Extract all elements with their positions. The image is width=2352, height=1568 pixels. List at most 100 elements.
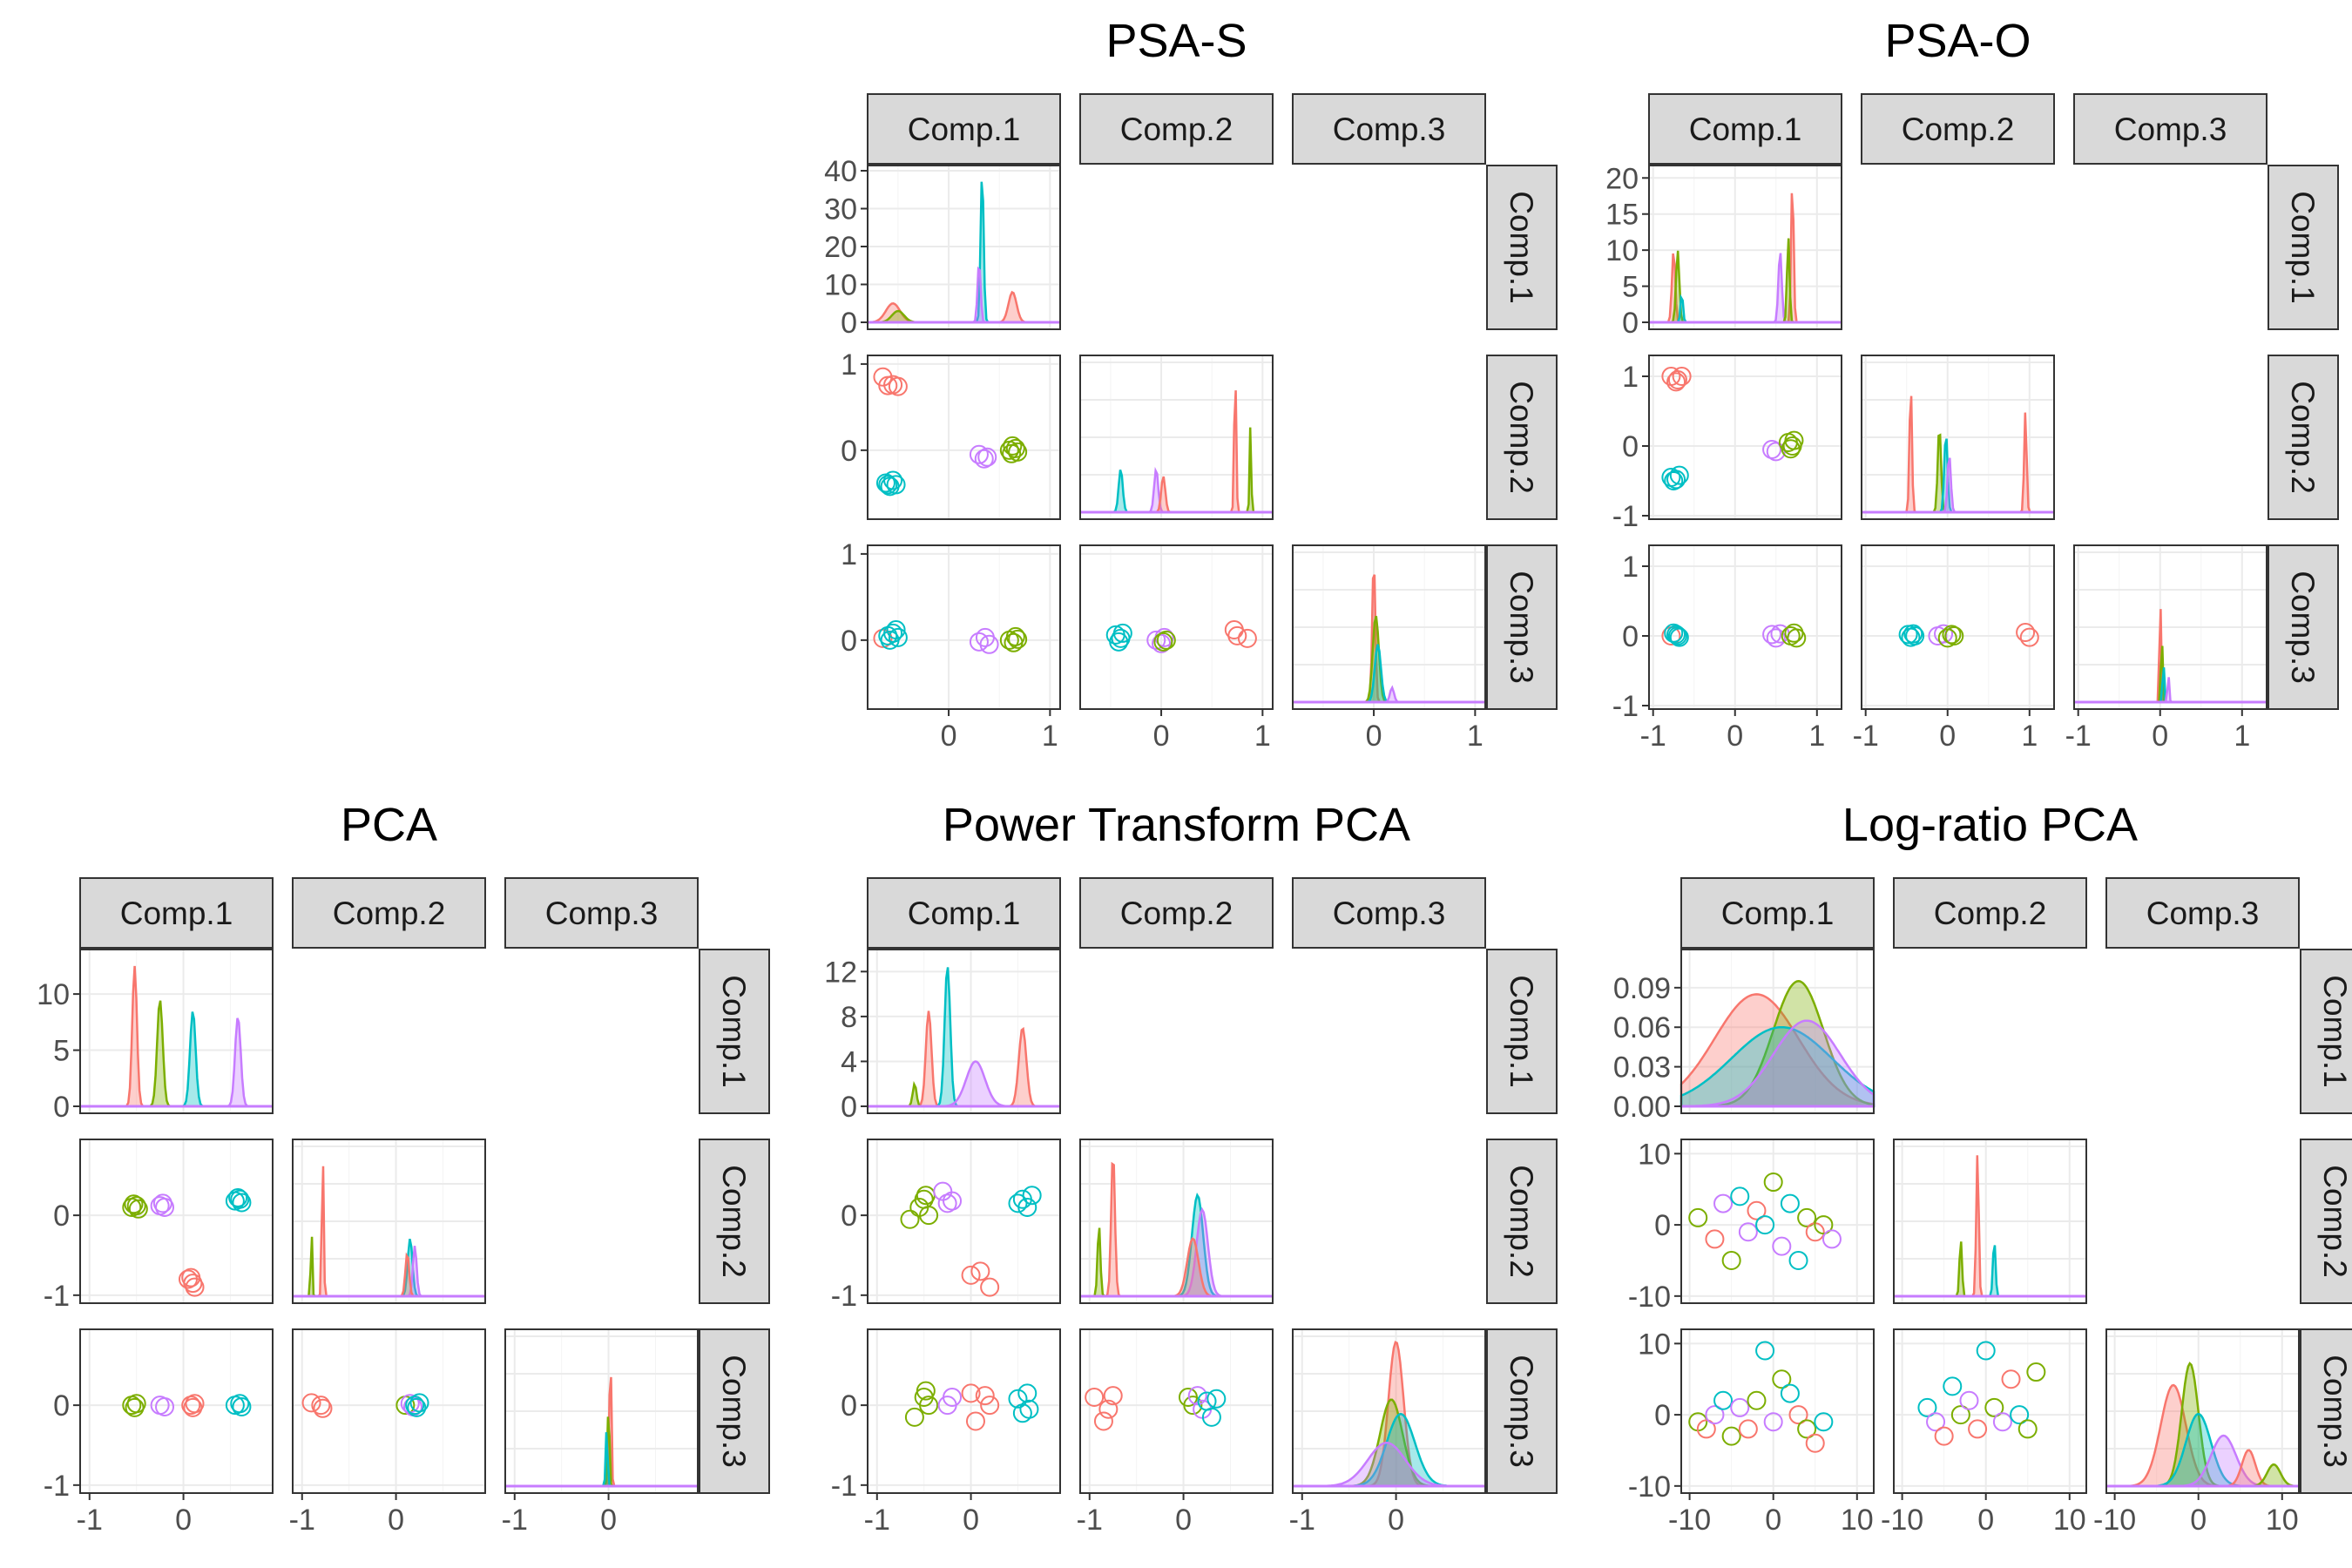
scatter-panel — [1079, 1328, 1274, 1494]
panel-background — [1894, 1329, 2086, 1493]
density-panel — [867, 165, 1061, 330]
panel-border — [2105, 1328, 2300, 1494]
density-curve — [1680, 1025, 1876, 1108]
x-tick-label: 0 — [600, 1504, 617, 1537]
x-tick-label: 0 — [1153, 720, 1170, 753]
scatter-point — [1206, 1389, 1227, 1409]
x-tick-label: -1 — [864, 1504, 890, 1537]
y-tick-label: 8 — [841, 1001, 857, 1034]
scatter-point — [1666, 372, 1686, 392]
scatter-point — [1667, 370, 1687, 389]
strip-col — [2073, 93, 2268, 165]
scatter-panel — [1648, 544, 1842, 710]
scatter-point — [230, 1189, 250, 1209]
scatter-point — [2001, 1369, 2021, 1389]
y-tick-label: -10 — [1628, 1470, 1671, 1504]
density-panel — [1648, 165, 1842, 330]
scatter-point — [1905, 626, 1925, 645]
scatter-point — [1943, 1376, 1963, 1396]
scatter-point — [961, 1265, 981, 1285]
strip-row-label: Comp.1 — [716, 975, 752, 1088]
scatter-point — [1959, 1390, 1979, 1410]
scatter-panel — [1893, 1328, 2087, 1494]
x-tick-label: 0 — [1727, 720, 1743, 753]
panel-background — [293, 1329, 485, 1493]
scatter-point — [1666, 470, 1686, 490]
strip-col-label: Comp.1 — [908, 896, 1021, 931]
scatter-point — [977, 447, 997, 467]
y-tick-label: 0 — [841, 1200, 857, 1233]
x-tick-label: 0 — [1977, 1504, 1994, 1537]
chart-title: Log-ratio PCA — [1842, 799, 2138, 851]
scatter-point — [1755, 1341, 1775, 1361]
strip-row-label: Comp.2 — [2317, 1165, 2352, 1278]
scatter-point — [1814, 1412, 1834, 1432]
strip-col-label: Comp.3 — [545, 896, 659, 931]
y-tick-label: -1 — [1612, 690, 1639, 723]
panel-border — [1292, 544, 1486, 710]
strip-row — [1486, 165, 1558, 330]
scatter-point — [128, 1199, 148, 1219]
scatter-point — [1950, 1405, 1970, 1425]
scatter-point — [1805, 1433, 1825, 1453]
scatter-point — [974, 449, 994, 469]
strip-row — [2268, 355, 2339, 520]
scatter-point — [1942, 625, 1962, 645]
scatter-point — [886, 619, 906, 639]
strip-row-label: Comp.3 — [1504, 571, 1539, 684]
scatter-point — [1005, 438, 1025, 458]
y-tick-label: 5 — [1622, 271, 1639, 304]
scatter-point — [919, 1396, 939, 1416]
scatter-point — [228, 1187, 248, 1207]
scatter-point — [2019, 627, 2039, 647]
x-tick-label: -10 — [1881, 1504, 1923, 1537]
scatter-point — [1788, 1405, 1808, 1425]
scatter-point — [886, 475, 906, 495]
scatter-point — [2010, 1405, 2030, 1425]
strip-col — [292, 877, 486, 949]
density-panel — [1893, 1139, 2087, 1304]
scatter-point — [1926, 1412, 1946, 1432]
strip-col — [1292, 877, 1486, 949]
scatter-point — [969, 632, 989, 652]
y-tick-label: 4 — [841, 1045, 857, 1078]
y-tick-label: 20 — [824, 231, 857, 264]
scatter-point — [1664, 471, 1684, 490]
strip-col-label: Comp.2 — [1120, 112, 1233, 147]
strip-row — [1486, 1139, 1558, 1304]
strip-row-label: Comp.2 — [2285, 381, 2321, 494]
x-tick-label: 0 — [388, 1504, 404, 1537]
scatter-point — [1008, 629, 1028, 649]
strip-col — [1292, 93, 1486, 165]
x-tick-label: -1 — [2065, 720, 2092, 753]
strip-row — [1486, 1328, 1558, 1494]
scatter-point — [1003, 436, 1023, 456]
scatter-point — [1153, 632, 1173, 652]
panel-background — [1681, 950, 1874, 1113]
y-tick-label: 15 — [1605, 199, 1639, 232]
scatter-point — [1730, 1397, 1750, 1417]
scatter-point — [1721, 1250, 1741, 1270]
y-tick-label: 10 — [824, 269, 857, 302]
strip-col — [867, 93, 1061, 165]
x-tick-label: 1 — [2021, 720, 2038, 753]
density-panel — [1079, 1139, 1274, 1304]
scatter-point — [1763, 1412, 1783, 1432]
strip-row-label: Comp.2 — [716, 1165, 752, 1278]
scatter-point — [1201, 1407, 1221, 1427]
panel-border — [1893, 1139, 2087, 1304]
scatter-point — [919, 1206, 939, 1226]
scatter-point — [888, 627, 908, 647]
panel-border — [1079, 544, 1274, 710]
density-panel — [1292, 544, 1486, 710]
panel-border — [1680, 949, 1875, 1114]
chart-title: PSA-O — [1884, 15, 2031, 67]
density-panel — [1079, 355, 1274, 520]
scatter-panel — [79, 1328, 274, 1494]
panel-border — [1648, 165, 1842, 330]
scatter-point — [1085, 1387, 1105, 1407]
strip-col — [1648, 93, 1842, 165]
panel-background — [1080, 545, 1273, 709]
strip-row — [699, 949, 770, 1114]
scatter-point — [1669, 465, 1689, 485]
